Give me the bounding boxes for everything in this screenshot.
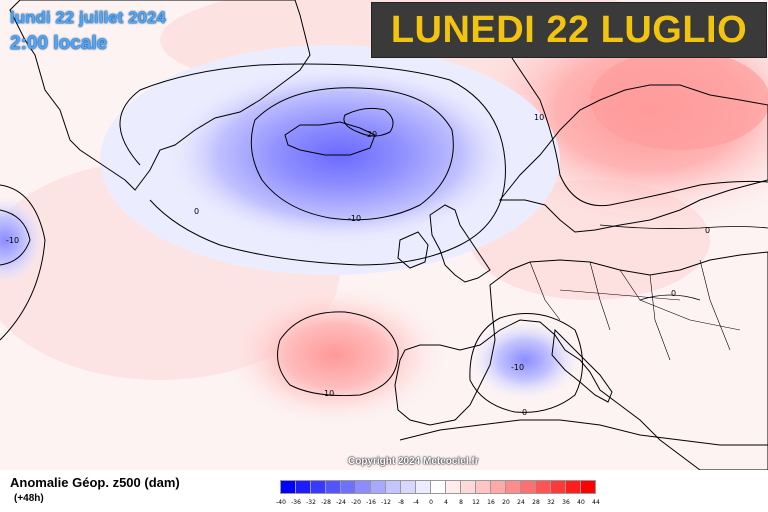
contour-minus10-iceland: [250, 87, 454, 221]
red-anomaly-azores: [225, 285, 445, 425]
contour-label: 0: [522, 408, 527, 417]
contour-zero-east: [599, 224, 768, 229]
scale-cell: [385, 480, 401, 494]
scale-cell: [445, 480, 461, 494]
scale-label: 16: [487, 499, 495, 506]
scale-cell: [475, 480, 491, 494]
north-africa-coast: [399, 419, 768, 446]
color-scale: [280, 480, 596, 494]
time-line: 2:00 locale: [10, 33, 108, 54]
blue-anomaly-tyrrhenian: [470, 320, 580, 400]
scale-cell: [310, 480, 326, 494]
scale-label: 44: [592, 499, 600, 506]
contour-zero-iceland: [119, 63, 506, 266]
scale-label: 12: [472, 499, 480, 506]
scale-cell: [550, 480, 566, 494]
scale-cell: [505, 480, 521, 494]
contour-10-scandinavia: [499, 39, 768, 207]
scale-label: -24: [336, 499, 346, 506]
scale-label: 28: [532, 499, 540, 506]
contour-label: 10: [324, 389, 334, 398]
scale-cell: [280, 480, 296, 494]
scale-cell: [295, 480, 311, 494]
scale-label: 24: [517, 499, 525, 506]
scale-cell: [565, 480, 581, 494]
contour-minus10-west: [0, 209, 31, 266]
contour-label: 0: [194, 207, 199, 216]
continental-europe-coast: [394, 251, 768, 470]
italy-coast: [551, 328, 613, 403]
scale-label: -20: [351, 499, 361, 506]
scale-label: -12: [381, 499, 391, 506]
ireland-coast: [397, 231, 429, 269]
scale-label: 20: [502, 499, 510, 506]
scale-label: -4: [413, 499, 419, 506]
scale-cell: [355, 480, 371, 494]
contour-minus20: [343, 107, 394, 137]
scale-cell: [370, 480, 386, 494]
legend-title: Anomalie Géop. z500 (dam): [10, 475, 180, 490]
contour-label: 10: [534, 113, 544, 122]
scale-cell: [520, 480, 536, 494]
copyright-text: Copyright 2024 Meteociel.fr: [348, 456, 479, 467]
iceland-coast: [284, 121, 376, 156]
contour-zero-balkans: [639, 294, 701, 301]
scale-label: 36: [562, 499, 570, 506]
color-scale-labels: -40 -36 -32 -28 -24 -20 -16 -12 -8 -4 0 4 8 12 16 20 24 2…: [276, 499, 616, 511]
contour-label: 0: [671, 289, 676, 298]
scale-cell: [490, 480, 506, 494]
scale-label: -16: [366, 499, 376, 506]
scale-cell: [340, 480, 356, 494]
scale-cell: [415, 480, 431, 494]
scale-label: 32: [547, 499, 555, 506]
anomaly-map: -20 -10 -10 0 10 10 -10 0 0 0: [0, 0, 768, 470]
title-banner-text: LUNEDI 22 LUGLIO: [390, 8, 748, 51]
scale-label: -32: [306, 499, 316, 506]
scale-cell: [535, 480, 551, 494]
scale-cell: [580, 480, 596, 494]
scale-label: -8: [398, 499, 404, 506]
scale-cell: [460, 480, 476, 494]
scale-label: 8: [459, 499, 463, 506]
country-borders: [529, 259, 741, 361]
greenland-coast: [9, 0, 311, 191]
blue-anomaly-west: [0, 195, 45, 285]
contour-label: -20: [364, 130, 377, 139]
british-isles-coast: [429, 204, 491, 283]
scale-label: -28: [321, 499, 331, 506]
scandinavia-coast: [498, 84, 768, 233]
contour-10-azores: [277, 311, 399, 397]
legend-subtitle: (+48h): [14, 493, 44, 504]
date-line: lundi 22 juillet 2024: [10, 8, 166, 27]
scale-label: -36: [291, 499, 301, 506]
scale-cell: [325, 480, 341, 494]
contour-label: -10: [511, 363, 524, 372]
scale-cell: [430, 480, 446, 494]
contour-zero-mediterranean: [469, 313, 583, 413]
contour-zero-west: [0, 184, 46, 341]
scale-label: -40: [276, 499, 286, 506]
contour-label: -10: [348, 214, 361, 223]
scale-cell: [400, 480, 416, 494]
contour-label: -10: [6, 236, 19, 245]
scale-label: 0: [429, 499, 433, 506]
scale-label: 40: [577, 499, 585, 506]
red-anomaly-scandinavia-core: [590, 50, 768, 150]
title-banner: LUNEDI 22 LUGLIO: [371, 2, 767, 58]
scale-label: 4: [444, 499, 448, 506]
contour-label: 0: [705, 226, 710, 235]
